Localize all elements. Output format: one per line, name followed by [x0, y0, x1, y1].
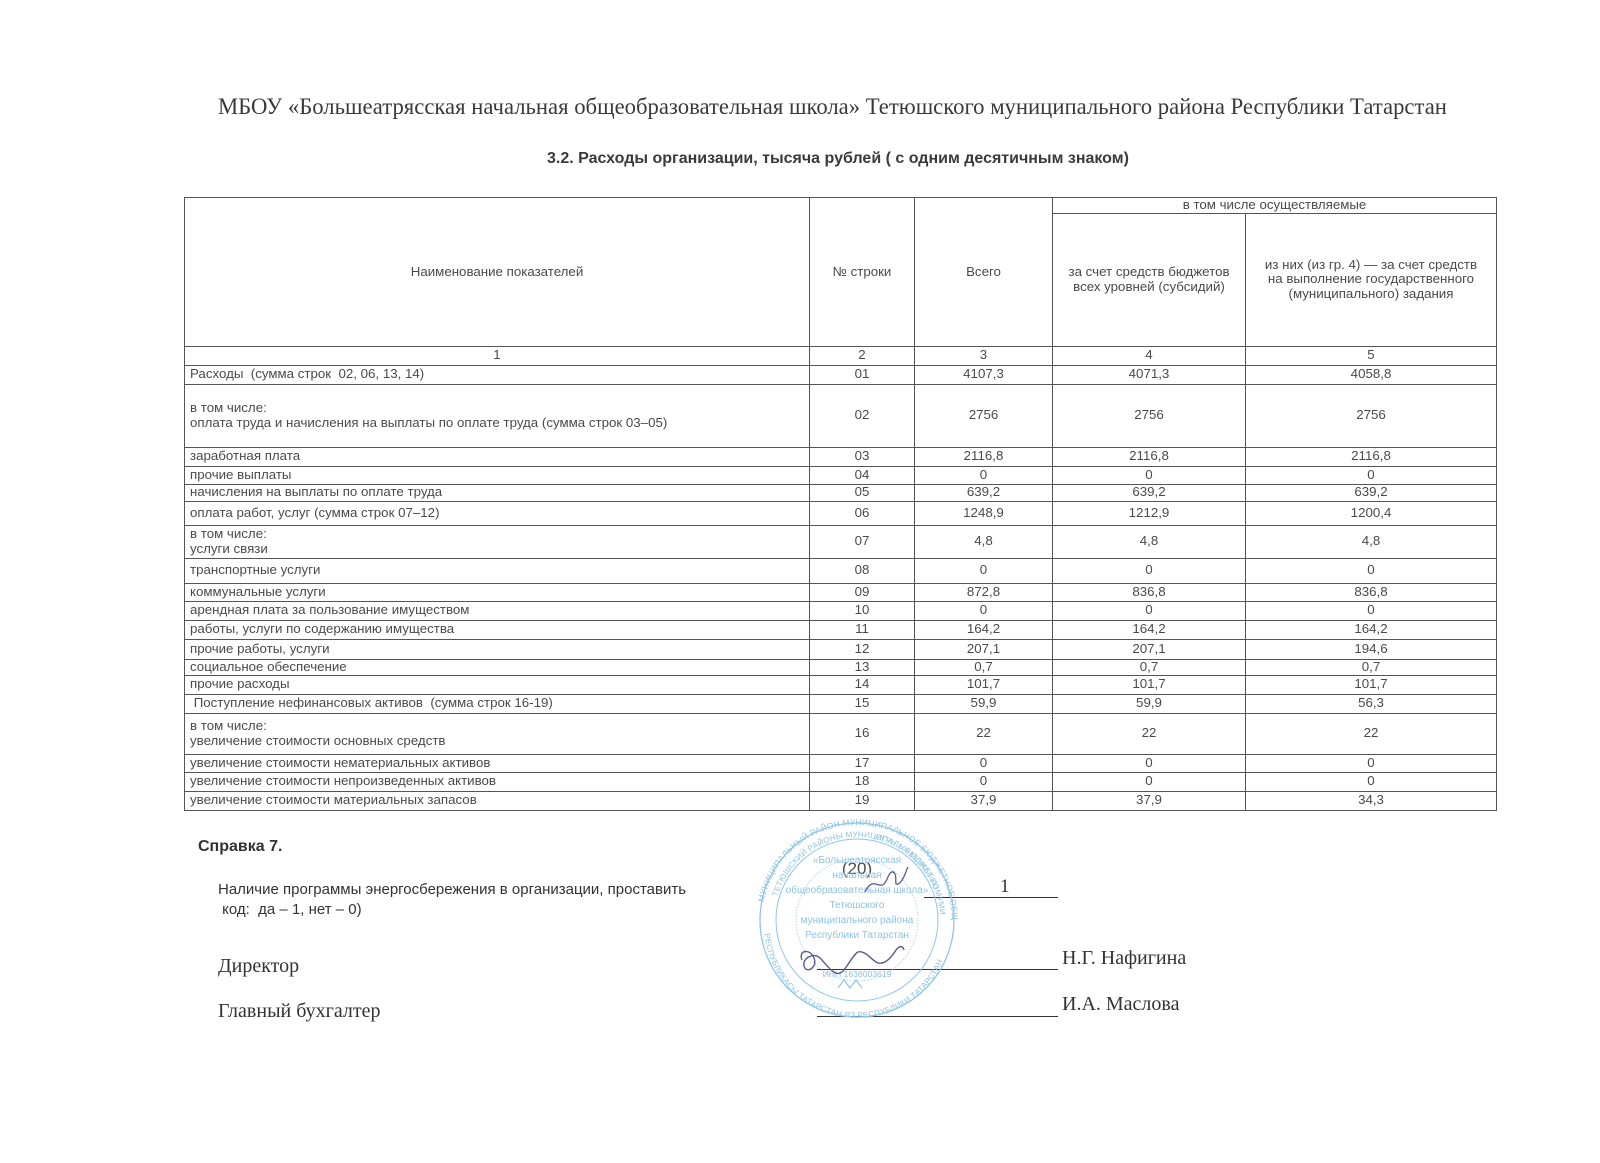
svg-text:муниципального района: муниципального района	[801, 915, 914, 926]
